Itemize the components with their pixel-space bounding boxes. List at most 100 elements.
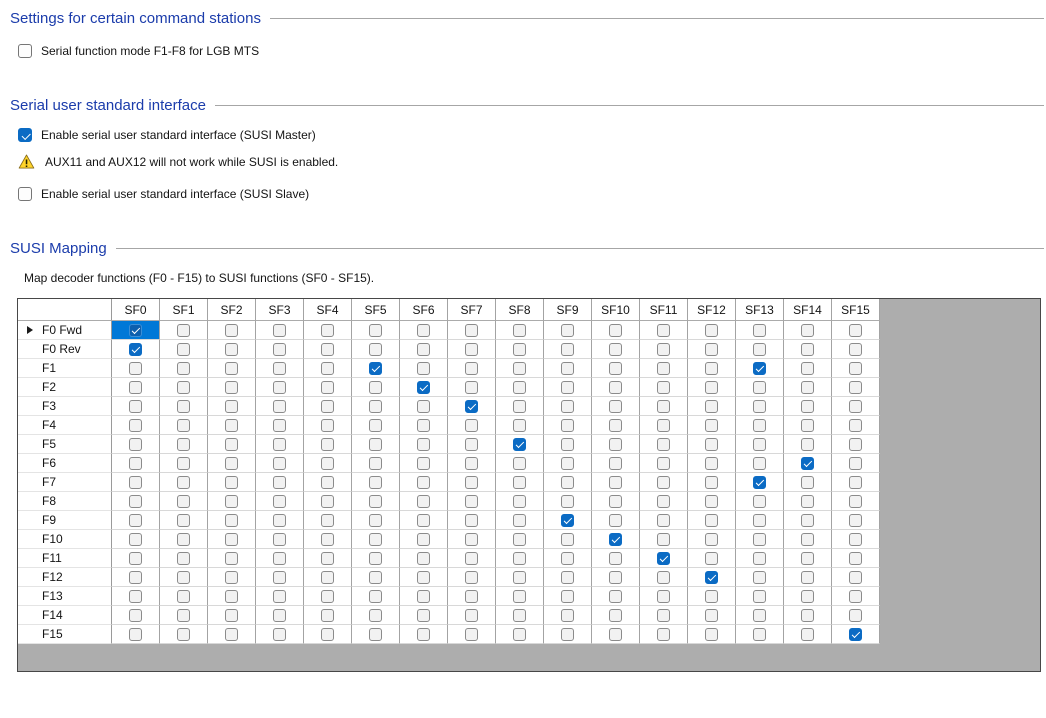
mapping-checkbox-f8-sf15[interactable] <box>849 494 862 508</box>
cell-f3-sf1[interactable] <box>160 397 208 416</box>
cell-f15-sf13[interactable] <box>736 625 784 644</box>
mapping-checkbox-f11-sf2[interactable] <box>225 551 238 565</box>
mapping-checkbox-f11-sf3[interactable] <box>273 551 286 565</box>
mapping-checkbox-f9-sf6[interactable] <box>417 513 430 527</box>
mapping-checkbox-f0-fwd-sf15[interactable] <box>849 323 862 337</box>
mapping-checkbox-f0-fwd-sf11[interactable] <box>657 323 670 337</box>
mapping-checkbox-f8-sf2[interactable] <box>225 494 238 508</box>
cell-f0-fwd-sf7[interactable] <box>448 321 496 340</box>
cell-f15-sf14[interactable] <box>784 625 832 644</box>
cell-f13-sf11[interactable] <box>640 587 688 606</box>
cell-f5-sf13[interactable] <box>736 435 784 454</box>
cell-f10-sf14[interactable] <box>784 530 832 549</box>
cell-f9-sf6[interactable] <box>400 511 448 530</box>
mapping-checkbox-f2-sf8[interactable] <box>513 380 526 394</box>
mapping-checkbox-f14-sf11[interactable] <box>657 608 670 622</box>
mapping-checkbox-f10-sf8[interactable] <box>513 532 526 546</box>
cell-f0-rev-sf14[interactable] <box>784 340 832 359</box>
mapping-checkbox-f2-sf0[interactable] <box>129 380 142 394</box>
mapping-checkbox-f13-sf0[interactable] <box>129 589 142 603</box>
cell-f13-sf3[interactable] <box>256 587 304 606</box>
cell-f2-sf4[interactable] <box>304 378 352 397</box>
mapping-checkbox-f1-sf9[interactable] <box>561 361 574 375</box>
mapping-checkbox-f0-fwd-sf2[interactable] <box>225 323 238 337</box>
mapping-checkbox-f1-sf4[interactable] <box>321 361 334 375</box>
row-header-f3[interactable]: F3 <box>18 397 112 416</box>
mapping-checkbox-f6-sf6[interactable] <box>417 456 430 470</box>
column-header-sf7[interactable]: SF7 <box>448 299 496 321</box>
cell-f6-sf14[interactable] <box>784 454 832 473</box>
cell-f12-sf5[interactable] <box>352 568 400 587</box>
mapping-checkbox-f9-sf4[interactable] <box>321 513 334 527</box>
mapping-checkbox-f11-sf13[interactable] <box>753 551 766 565</box>
cell-f14-sf5[interactable] <box>352 606 400 625</box>
mapping-checkbox-f7-sf3[interactable] <box>273 475 286 489</box>
mapping-checkbox-f13-sf10[interactable] <box>609 589 622 603</box>
mapping-checkbox-f12-sf2[interactable] <box>225 570 238 584</box>
column-header-sf6[interactable]: SF6 <box>400 299 448 321</box>
cell-f0-rev-sf15[interactable] <box>832 340 880 359</box>
mapping-checkbox-f2-sf11[interactable] <box>657 380 670 394</box>
cell-f3-sf5[interactable] <box>352 397 400 416</box>
mapping-checkbox-f13-sf15[interactable] <box>849 589 862 603</box>
mapping-checkbox-f10-sf15[interactable] <box>849 532 862 546</box>
mapping-checkbox-f7-sf0[interactable] <box>129 475 142 489</box>
mapping-checkbox-f3-sf11[interactable] <box>657 399 670 413</box>
mapping-checkbox-f0-rev-sf15[interactable] <box>849 342 862 356</box>
cell-f7-sf4[interactable] <box>304 473 352 492</box>
mapping-checkbox-f6-sf12[interactable] <box>705 456 718 470</box>
mapping-checkbox-f8-sf11[interactable] <box>657 494 670 508</box>
column-header-sf10[interactable]: SF10 <box>592 299 640 321</box>
mapping-checkbox-f3-sf15[interactable] <box>849 399 862 413</box>
cell-f6-sf11[interactable] <box>640 454 688 473</box>
mapping-checkbox-f0-rev-sf0[interactable] <box>129 342 142 356</box>
mapping-checkbox-f2-sf1[interactable] <box>177 380 190 394</box>
cell-f12-sf11[interactable] <box>640 568 688 587</box>
mapping-checkbox-f11-sf7[interactable] <box>465 551 478 565</box>
mapping-checkbox-f15-sf12[interactable] <box>705 627 718 641</box>
cell-f5-sf3[interactable] <box>256 435 304 454</box>
mapping-checkbox-f8-sf6[interactable] <box>417 494 430 508</box>
row-header-f14[interactable]: F14 <box>18 606 112 625</box>
mapping-checkbox-f0-rev-sf6[interactable] <box>417 342 430 356</box>
mapping-checkbox-f6-sf0[interactable] <box>129 456 142 470</box>
cell-f15-sf11[interactable] <box>640 625 688 644</box>
mapping-checkbox-f14-sf1[interactable] <box>177 608 190 622</box>
cell-f0-rev-sf6[interactable] <box>400 340 448 359</box>
mapping-checkbox-f0-rev-sf12[interactable] <box>705 342 718 356</box>
mapping-checkbox-f0-rev-sf4[interactable] <box>321 342 334 356</box>
mapping-checkbox-f7-sf7[interactable] <box>465 475 478 489</box>
cell-f13-sf13[interactable] <box>736 587 784 606</box>
mapping-checkbox-f9-sf5[interactable] <box>369 513 382 527</box>
cell-f4-sf4[interactable] <box>304 416 352 435</box>
mapping-checkbox-f15-sf14[interactable] <box>801 627 814 641</box>
cell-f10-sf10[interactable] <box>592 530 640 549</box>
cell-f15-sf9[interactable] <box>544 625 592 644</box>
mapping-checkbox-f3-sf2[interactable] <box>225 399 238 413</box>
mapping-checkbox-f5-sf14[interactable] <box>801 437 814 451</box>
cell-f2-sf7[interactable] <box>448 378 496 397</box>
cell-f5-sf9[interactable] <box>544 435 592 454</box>
mapping-checkbox-f0-rev-sf8[interactable] <box>513 342 526 356</box>
mapping-checkbox-f3-sf1[interactable] <box>177 399 190 413</box>
mapping-checkbox-f0-fwd-sf6[interactable] <box>417 323 430 337</box>
mapping-checkbox-f5-sf10[interactable] <box>609 437 622 451</box>
cell-f7-sf9[interactable] <box>544 473 592 492</box>
cell-f0-rev-sf8[interactable] <box>496 340 544 359</box>
cell-f4-sf13[interactable] <box>736 416 784 435</box>
mapping-checkbox-f1-sf1[interactable] <box>177 361 190 375</box>
mapping-checkbox-f1-sf15[interactable] <box>849 361 862 375</box>
column-header-sf2[interactable]: SF2 <box>208 299 256 321</box>
cell-f13-sf1[interactable] <box>160 587 208 606</box>
mapping-checkbox-f1-sf0[interactable] <box>129 361 142 375</box>
mapping-checkbox-f0-rev-sf5[interactable] <box>369 342 382 356</box>
mapping-checkbox-f5-sf13[interactable] <box>753 437 766 451</box>
mapping-checkbox-f10-sf10[interactable] <box>609 532 622 546</box>
cell-f3-sf15[interactable] <box>832 397 880 416</box>
cell-f4-sf12[interactable] <box>688 416 736 435</box>
cell-f15-sf10[interactable] <box>592 625 640 644</box>
column-header-sf1[interactable]: SF1 <box>160 299 208 321</box>
cell-f1-sf12[interactable] <box>688 359 736 378</box>
cell-f0-fwd-sf10[interactable] <box>592 321 640 340</box>
cell-f14-sf11[interactable] <box>640 606 688 625</box>
